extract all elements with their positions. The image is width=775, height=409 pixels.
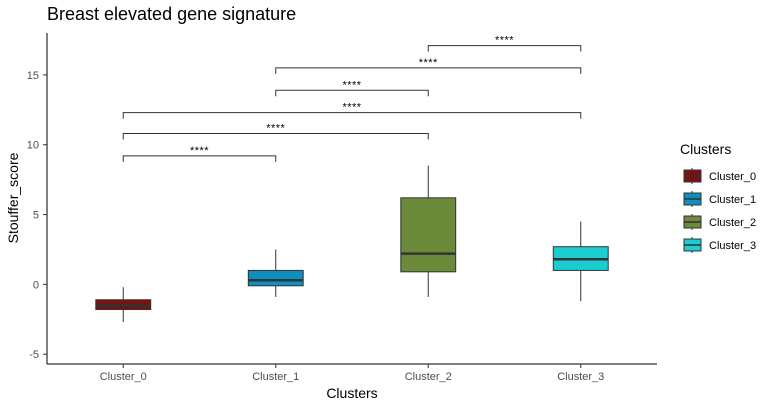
legend-item: Cluster_1 (683, 191, 756, 207)
y-tick-label: 10 (27, 140, 39, 152)
y-axis-title: Stouffer_score (5, 152, 21, 243)
y-tick-label: 15 (27, 70, 39, 82)
significance-bracket: **** (275, 79, 429, 97)
chart-title: Breast elevated gene signature (47, 4, 296, 24)
significance-bracket: **** (122, 123, 429, 140)
significance-label: **** (419, 57, 438, 69)
legend-label: Cluster_3 (709, 240, 756, 252)
x-tick-label: Cluster_0 (100, 371, 147, 383)
significance-bracket: **** (122, 102, 582, 119)
plot-area: -5 0 5 10 15 Cluster_0 Cluster_1 Cluster_2 Clust… (27, 33, 657, 383)
legend: Clusters Cluster_0 Cluster_1 Cluster_2 Clus… (680, 141, 756, 253)
y-tick-label: 0 (33, 279, 39, 291)
box-body (400, 197, 457, 273)
bracket-line (122, 133, 429, 140)
x-tick-label: Cluster_3 (557, 371, 604, 383)
legend-item: Cluster_3 (683, 237, 756, 253)
y-tick-label: -5 (29, 349, 39, 361)
y-tick-label: 5 (33, 210, 39, 222)
bracket-line (275, 89, 429, 97)
significance-bracket: **** (122, 145, 277, 162)
significance-bracket: **** (427, 35, 582, 52)
box-cluster-1 (247, 249, 304, 297)
box-cluster-3 (552, 221, 609, 302)
legend-label: Cluster_0 (709, 171, 756, 183)
significance-label: **** (266, 123, 285, 135)
significance-label: **** (190, 145, 209, 157)
box-cluster-0 (95, 287, 152, 323)
legend-label: Cluster_1 (709, 194, 756, 206)
bracket-line (122, 155, 277, 162)
legend-title: Clusters (680, 141, 731, 157)
box-body (247, 269, 304, 287)
bracket-line (427, 45, 582, 52)
x-tick-label: Cluster_1 (252, 371, 299, 383)
x-tick-label: Cluster_2 (405, 371, 452, 383)
legend-item: Cluster_0 (683, 168, 756, 184)
significance-label: **** (495, 35, 514, 47)
legend-label: Cluster_2 (709, 217, 756, 229)
box-cluster-2 (400, 165, 457, 297)
significance-label: **** (342, 79, 361, 91)
bracket-line (122, 112, 582, 119)
bracket-line (275, 67, 582, 74)
legend-item: Cluster_2 (683, 214, 756, 230)
significance-label: **** (342, 102, 361, 114)
x-axis-title: Clusters (326, 385, 377, 401)
significance-bracket: **** (275, 57, 582, 74)
